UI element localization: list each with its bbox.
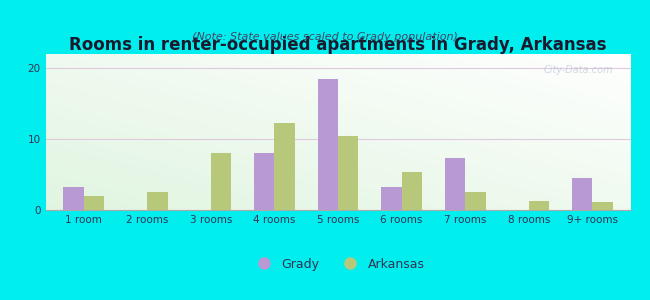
Bar (84, 196, 104, 210)
Legend: Grady, Arkansas: Grady, Arkansas (246, 253, 430, 275)
Text: City-Data.com: City-Data.com (543, 65, 613, 75)
Bar (592, 202, 613, 210)
Title: Rooms in renter-occupied apartments in Grady, Arkansas: Rooms in renter-occupied apartments in G… (70, 36, 606, 54)
Bar (148, 192, 168, 210)
Bar (274, 124, 294, 210)
Bar (528, 201, 549, 210)
Bar (338, 136, 358, 210)
Bar (211, 153, 231, 210)
Bar (465, 192, 486, 210)
Bar (63, 187, 84, 210)
Bar (402, 172, 422, 210)
Bar (254, 153, 274, 210)
Bar (318, 79, 338, 210)
Bar (445, 158, 465, 210)
Bar (572, 178, 592, 210)
Bar (382, 187, 402, 210)
Text: (Note: State values scaled to Grady population): (Note: State values scaled to Grady popu… (192, 32, 458, 41)
